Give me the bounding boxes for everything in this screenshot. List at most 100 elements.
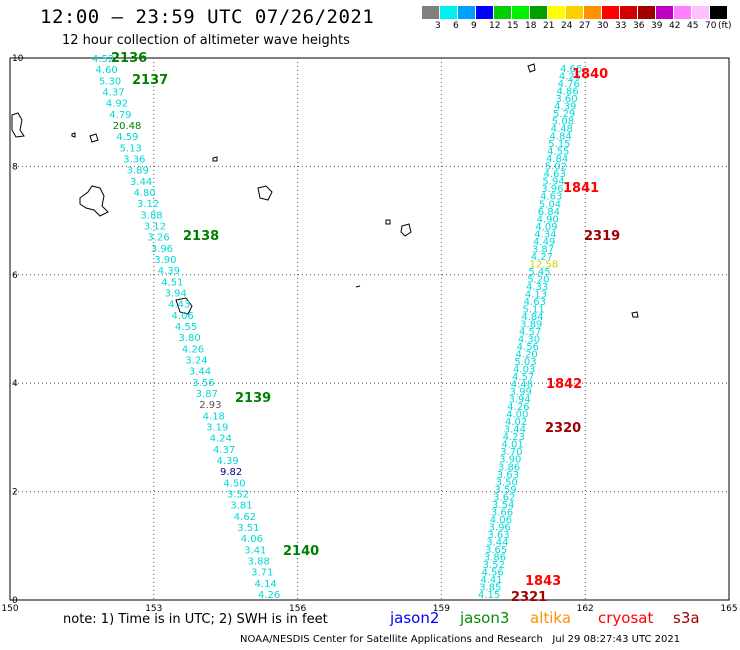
swh-value: 3.89 xyxy=(520,319,542,330)
colorbar-swatch xyxy=(530,6,547,19)
swh-value: 3.60 xyxy=(555,94,577,105)
credit-text: NOAA/NESDIS Center for Satellite Applica… xyxy=(240,634,543,645)
swh-value: 4.49 xyxy=(533,237,555,248)
swh-value: 4.15 xyxy=(478,590,500,601)
pass-label-cryosat: 1842 xyxy=(546,377,582,392)
swh-value: 4.39 xyxy=(217,456,239,467)
credit-line: NOAA/NESDIS Center for Satellite Applica… xyxy=(240,634,680,645)
swh-value: 4.06 xyxy=(490,515,512,526)
legend-entry-s3a: s3a xyxy=(673,609,700,627)
colorbar-label: 39 xyxy=(651,21,663,31)
swh-value: 4.02 xyxy=(505,417,527,428)
pass-label-jason3: 2138 xyxy=(183,229,219,244)
legend-entry-jason3: jason3 xyxy=(460,609,510,627)
swh-value: 4.48 xyxy=(511,380,533,391)
colorbar-label: 24 xyxy=(561,21,573,31)
swh-value: 4.63 xyxy=(544,169,566,180)
swh-value: 4.84 xyxy=(549,132,571,143)
swh-value: 5.04 xyxy=(539,199,561,210)
colorbar-swatch xyxy=(638,6,655,19)
swh-value: 4.51 xyxy=(161,277,183,288)
swh-value: 3.26 xyxy=(147,233,169,244)
colorbar-label: 18 xyxy=(525,21,537,31)
swh-value: 3.63 xyxy=(497,470,519,481)
island xyxy=(71,132,76,138)
swh-value: 5.94 xyxy=(542,177,564,188)
swh-value: 3.62 xyxy=(493,492,515,503)
swh-value: 3.86 xyxy=(498,462,520,473)
page-title: 12:00 – 23:59 UTC 07/26/2021 xyxy=(40,6,375,28)
swh-value: 4.20 xyxy=(515,350,537,361)
island xyxy=(79,185,109,217)
swh-value: 4.60 xyxy=(95,65,117,76)
swh-value: 5.15 xyxy=(548,139,570,150)
island xyxy=(89,133,99,143)
swh-value: 3.88 xyxy=(248,557,270,568)
island xyxy=(385,219,391,225)
swh-value: 3.44 xyxy=(189,367,211,378)
swh-value: 3.63 xyxy=(487,530,509,541)
swh-value: 3.94 xyxy=(508,395,530,406)
swh-value: 4.00 xyxy=(506,410,528,421)
swh-value: 4.41 xyxy=(480,575,502,586)
pass-label-s3a: 2319 xyxy=(584,229,620,244)
island xyxy=(212,156,218,162)
swh-value: 3.87 xyxy=(532,244,554,255)
swh-value: 3.50 xyxy=(496,477,518,488)
y-tick-label: 10 xyxy=(12,54,24,64)
swh-value: 3.96 xyxy=(489,522,511,533)
colorbar-swatch xyxy=(494,6,511,19)
pass-label-s3a: 2320 xyxy=(545,421,581,436)
swh-value: 3.12 xyxy=(144,222,166,233)
colorbar-swatch xyxy=(440,6,457,19)
axis-tick-labels: 150 153 156 159 162 165 10 8 6 4 2 0 xyxy=(1,54,737,614)
swh-value: 4.90 xyxy=(537,214,559,225)
swh-value: 3.90 xyxy=(154,255,176,266)
swh-value: 3.44 xyxy=(486,537,508,548)
swh-value: 4.63 xyxy=(524,297,546,308)
swh-value: 2.93 xyxy=(199,400,221,411)
swh-value: 5.11 xyxy=(523,304,545,315)
swh-value: 4.52 xyxy=(92,54,114,65)
swh-values: 4.524.605.304.374.924.7920.484.595.133.3… xyxy=(92,51,620,605)
swh-value: 3.56 xyxy=(192,378,214,389)
island xyxy=(11,112,25,138)
x-tick-label: 165 xyxy=(720,604,737,614)
pass-label-s3a: 2321 xyxy=(511,590,547,605)
colorbar-label: 9 xyxy=(471,21,477,31)
swh-value: 4.50 xyxy=(223,478,245,489)
swh-value: 4.18 xyxy=(203,411,225,422)
colorbar-label: 33 xyxy=(615,21,627,31)
swh-value: 12.58 xyxy=(530,259,559,270)
swh-value: 5.02 xyxy=(545,162,567,173)
colorbar-swatch xyxy=(674,6,691,19)
swh-value: 4.63 xyxy=(540,192,562,203)
swh-value: 3.94 xyxy=(165,289,187,300)
swh-value: 4.34 xyxy=(534,229,556,240)
swh-value: 5.29 xyxy=(553,109,575,120)
colorbar-label: 70 xyxy=(705,21,717,31)
swh-value: 4.43 xyxy=(168,300,190,311)
swh-value: 4.03 xyxy=(513,365,535,376)
swh-value: 4.06 xyxy=(172,311,194,322)
pass-label-cryosat: 1841 xyxy=(563,181,599,196)
colorbar-swatch xyxy=(458,6,475,19)
swh-value: 4.09 xyxy=(535,222,557,233)
colorbar-label: 30 xyxy=(597,21,609,31)
x-tick-label: 162 xyxy=(577,604,594,614)
swh-value: 6.84 xyxy=(538,207,560,218)
island xyxy=(175,297,193,315)
colorbar-unit: (ft) xyxy=(718,21,732,31)
swh-value: 3.89 xyxy=(127,166,149,177)
pass-label-cryosat: 1843 xyxy=(525,574,561,589)
y-tick-label: 6 xyxy=(12,271,18,281)
swh-value: 4.79 xyxy=(109,110,131,121)
swh-value: 4.33 xyxy=(526,282,548,293)
swh-value: 4.57 xyxy=(512,372,534,383)
map-frame xyxy=(9,57,730,601)
swh-value: 4.86 xyxy=(556,87,578,98)
swh-value: 4.39 xyxy=(554,102,576,113)
swh-value: 4.23 xyxy=(503,432,525,443)
swh-value: 3.80 xyxy=(178,333,200,344)
